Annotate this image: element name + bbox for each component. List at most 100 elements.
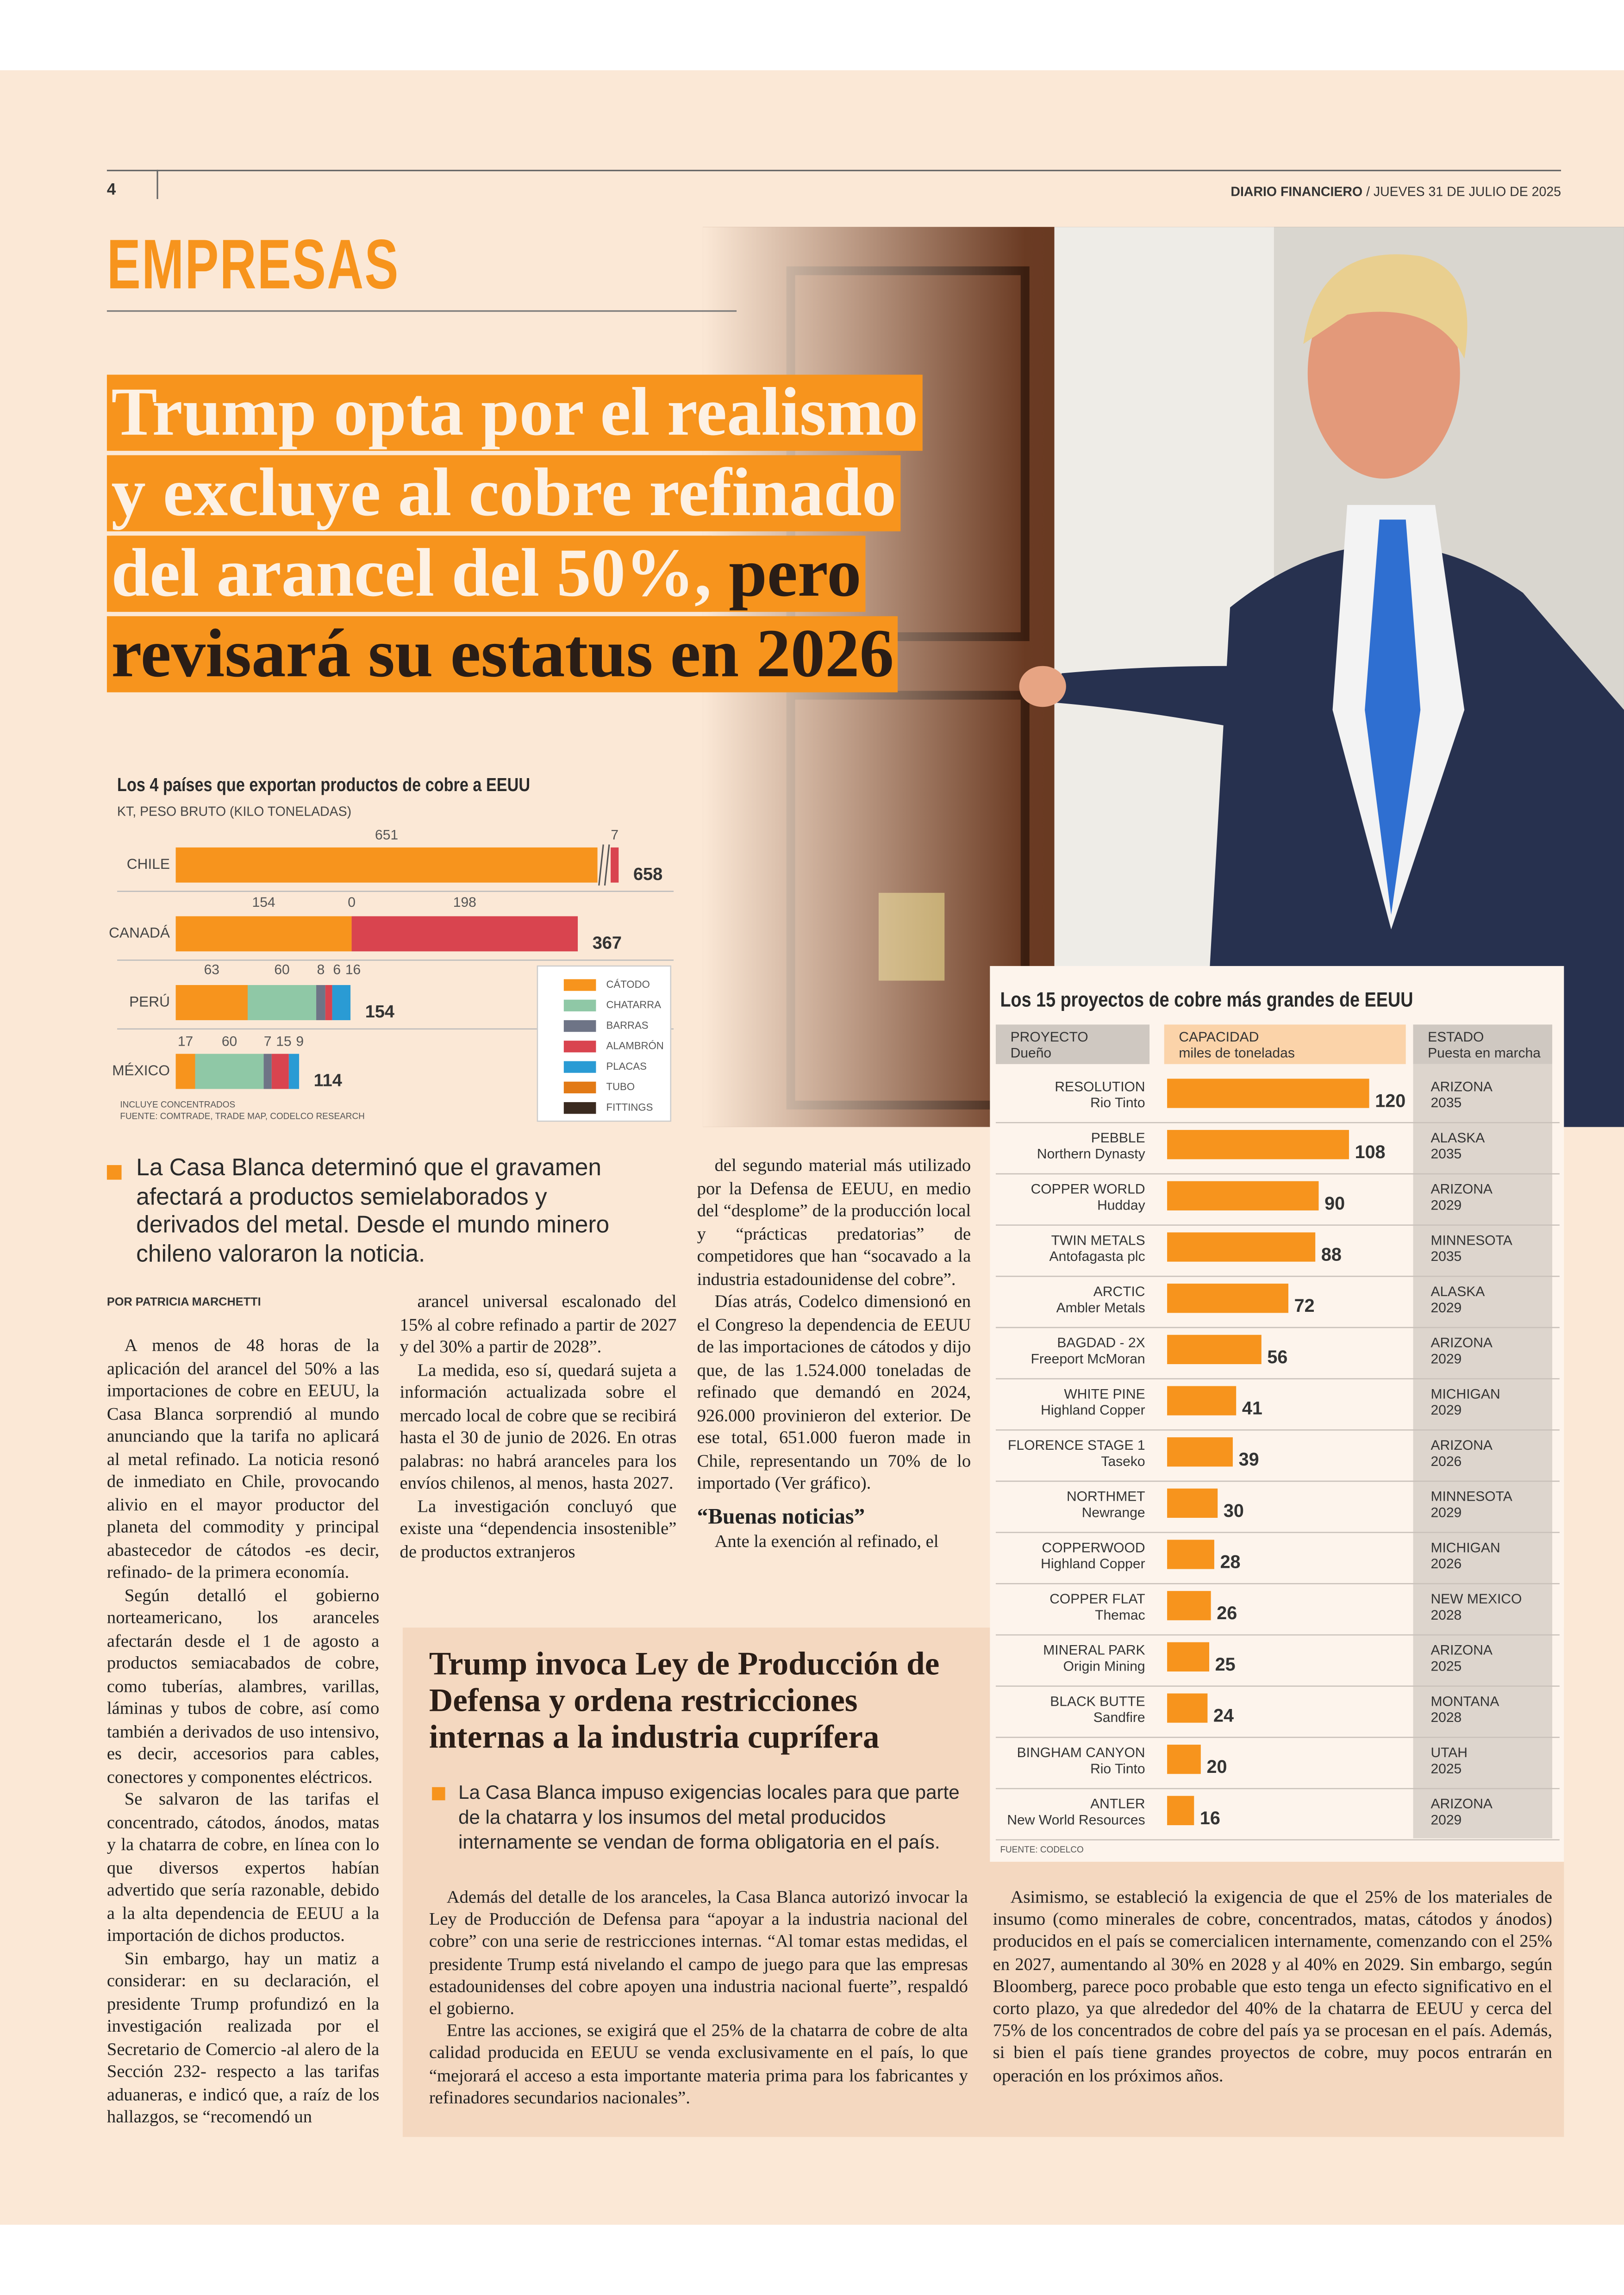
project-state: ARIZONA [1430, 1079, 1493, 1094]
page-number: 4 [106, 181, 116, 200]
project-owner: Hudday [1097, 1197, 1145, 1213]
paragraph: Además del detalle de los aranceles, la … [429, 1886, 968, 2019]
segment-label: 17 [178, 1034, 193, 1049]
headline-text: del arancel del 50%, [111, 536, 712, 612]
value-label: 56 [1267, 1347, 1287, 1367]
segment-label: 154 [252, 895, 275, 910]
bar [1167, 1591, 1211, 1621]
segment-label: 8 [317, 962, 325, 977]
axis-break [598, 844, 604, 886]
legend-swatch [563, 1041, 596, 1053]
chart-note: INCLUYE CONCENTRADOS [120, 1100, 235, 1110]
project-state: ARIZONA [1430, 1335, 1493, 1351]
project-owner: Freeport McMoran [1031, 1351, 1145, 1366]
project-state: MICHIGAN [1430, 1540, 1500, 1555]
legend-label: FITTINGS [606, 1101, 653, 1113]
project-name: PEBBLE [1091, 1130, 1145, 1146]
box-lead: La Casa Blanca impuso exigencias locales… [458, 1781, 960, 1853]
project-year: 2029 [1430, 1403, 1462, 1418]
legend-label: PLACAS [606, 1060, 647, 1072]
bar [1167, 1488, 1218, 1518]
value-label: 88 [1321, 1244, 1342, 1265]
bar [1167, 1335, 1262, 1364]
column-header-label: PROYECTO [1011, 1029, 1088, 1045]
column-header [1413, 1024, 1552, 1064]
bar [1167, 1284, 1288, 1313]
bar-segment [263, 1054, 272, 1089]
project-owner: Sandfire [1093, 1710, 1145, 1725]
segment-label: 60 [222, 1034, 237, 1049]
project-state: MINNESOTA [1430, 1233, 1512, 1248]
legend-label: TUBO [606, 1081, 635, 1092]
total-label: 367 [593, 934, 622, 953]
legend-swatch [563, 1102, 596, 1114]
paragraph: arancel universal escalonado del 15% al … [400, 1291, 677, 1357]
project-state: ARIZONA [1430, 1796, 1493, 1812]
bar-segment [175, 916, 352, 952]
subhead: “Buenas noticias” [697, 1505, 865, 1529]
project-owner: Themac [1095, 1608, 1145, 1623]
headline-text: pero [729, 536, 862, 612]
project-owner: Ambler Metals [1056, 1300, 1145, 1316]
value-label: 39 [1239, 1449, 1259, 1470]
bar-segment [611, 847, 619, 883]
legend-swatch [563, 1061, 596, 1073]
column-header-sublabel: miles de toneladas [1179, 1046, 1294, 1061]
paragraph: Entre las acciones, se exigirá que el 25… [429, 2020, 968, 2108]
section-title: EMPRESAS [106, 227, 400, 305]
project-year: 2029 [1430, 1197, 1462, 1213]
box-column: Asimismo, se estableció la exigencia de … [993, 1887, 1552, 2121]
chart-title: Los 15 proyectos de cobre más grandes de… [1000, 989, 1413, 1011]
legend-swatch [563, 979, 596, 991]
category-label: PERÚ [129, 993, 170, 1010]
segment-label: 9 [296, 1034, 304, 1049]
category-label: MÉXICO [112, 1062, 170, 1079]
column-header-sublabel: Dueño [1011, 1046, 1052, 1061]
project-year: 2035 [1430, 1095, 1462, 1110]
project-year: 2025 [1430, 1761, 1462, 1777]
legend-swatch [563, 999, 596, 1011]
bar-segment [175, 985, 248, 1020]
legend-swatch [563, 1081, 596, 1094]
paragraph: del segundo material más utilizado por l… [697, 1154, 971, 1289]
project-name: COPPERWOOD [1042, 1540, 1145, 1555]
project-owner: New World Resources [1007, 1812, 1145, 1827]
chart-note: FUENTE: COMTRADE, TRADE MAP, CODELCO RES… [120, 1112, 365, 1122]
chart-source: FUENTE: CODELCO [1000, 1845, 1083, 1855]
paragraph: A menos de 48 horas de la aplicación del… [106, 1335, 380, 1583]
page-number-rule [156, 169, 158, 200]
headline-line: del arancel del 50%, pero [106, 536, 923, 616]
paragraph: Asimismo, se estableció la exigencia de … [993, 1886, 1552, 2085]
column-header-sublabel: Puesta en marcha [1428, 1046, 1541, 1061]
project-owner: Highland Copper [1041, 1403, 1145, 1418]
bar-segment [288, 1054, 300, 1089]
chart-subtitle: KT, PESO BRUTO (KILO TONELADAS) [117, 804, 351, 819]
bar-segment [175, 1054, 195, 1089]
category-label: CHILE [127, 855, 170, 872]
bar-segment [332, 985, 351, 1020]
legend-label: CÁTODO [606, 979, 650, 990]
headline-text: revisará su estatus en 2026 [106, 616, 899, 692]
segment-label: 198 [453, 895, 476, 910]
project-state: ARIZONA [1430, 1438, 1493, 1453]
top-rule [106, 169, 1561, 171]
chart-title: Los 4 países que exportan productos de c… [117, 774, 530, 795]
project-name: WHITE PINE [1064, 1386, 1145, 1402]
paragraph: Ante la exención al refinado, el [714, 1530, 939, 1551]
value-label: 24 [1213, 1705, 1234, 1726]
project-name: BAGDAD - 2X [1057, 1335, 1145, 1351]
box-headline: Trump invoca Ley de Producción de Defens… [429, 1645, 940, 1755]
project-year: 2028 [1430, 1710, 1462, 1725]
bar [1167, 1181, 1319, 1210]
bar-segment [175, 847, 598, 883]
total-label: 154 [365, 1002, 394, 1022]
bar [1167, 1642, 1210, 1672]
project-name: BINGHAM CANYON [1017, 1745, 1145, 1760]
project-owner: Taseko [1101, 1454, 1145, 1469]
project-owner: Northern Dynasty [1037, 1147, 1145, 1162]
project-year: 2029 [1430, 1351, 1462, 1366]
legend-label: BARRAS [606, 1019, 649, 1031]
project-name: ANTLER [1090, 1796, 1145, 1812]
box-lead-bullet [432, 1787, 445, 1801]
